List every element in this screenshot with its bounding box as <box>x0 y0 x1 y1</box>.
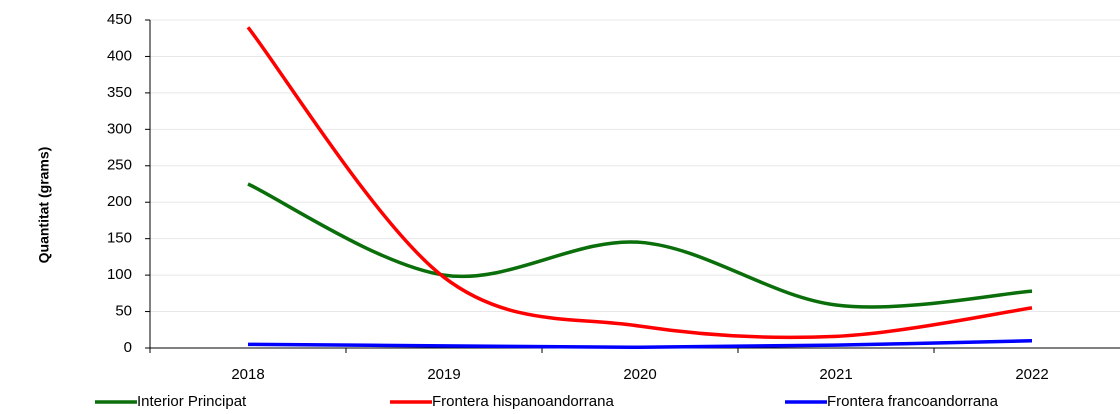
x-tick-label: 2021 <box>819 366 852 383</box>
y-tick-label: 50 <box>115 303 132 320</box>
legend-label: Interior Principat <box>137 393 247 410</box>
series-line <box>247 182 1033 309</box>
legend-label: Frontera hispanoandorrana <box>432 393 614 410</box>
series-line <box>246 26 1033 340</box>
y-tick-label: 450 <box>107 11 132 28</box>
y-tick-label: 350 <box>107 84 132 101</box>
y-tick-label: 100 <box>107 266 132 283</box>
y-tick-label: 400 <box>107 47 132 64</box>
y-tick-label: 300 <box>107 120 132 137</box>
legend-label: Frontera francoandorrana <box>827 393 999 410</box>
x-tick-label: 2018 <box>231 366 264 383</box>
y-axis-label: Quantitat (grams) <box>36 147 52 264</box>
x-tick-label: 2019 <box>427 366 460 383</box>
x-tick-label: 2022 <box>1015 366 1048 383</box>
x-tick-label: 2020 <box>623 366 656 383</box>
y-tick-label: 150 <box>107 230 132 247</box>
y-tick-label: 250 <box>107 157 132 174</box>
y-tick-label: 200 <box>107 193 132 210</box>
y-tick-label: 0 <box>124 339 132 356</box>
series-line <box>247 338 1033 350</box>
